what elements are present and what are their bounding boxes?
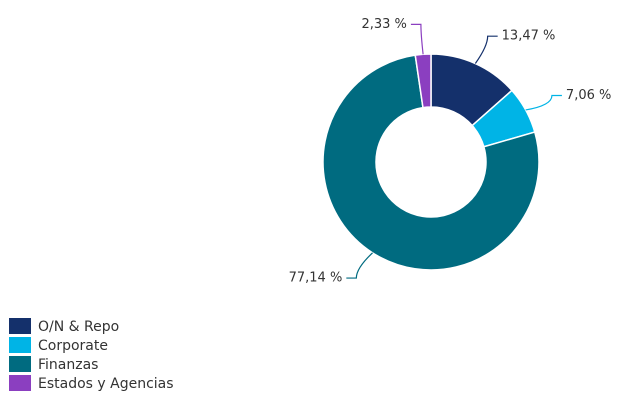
legend-label: Corporate <box>38 338 108 354</box>
legend-label: Estados y Agencias <box>38 376 174 392</box>
leader-line <box>346 252 373 279</box>
data-label: 2,33 % <box>361 17 406 32</box>
leader-line <box>525 94 562 111</box>
legend-swatch <box>9 337 31 353</box>
donut-segment <box>414 53 432 109</box>
legend-label: Finanzas <box>38 357 98 373</box>
leader-line <box>410 23 424 55</box>
legend-swatch <box>9 356 31 372</box>
legend-swatch <box>9 318 31 334</box>
data-label: 77,14 % <box>289 271 343 286</box>
legend-swatch <box>9 375 31 391</box>
data-label: 13,47 % <box>502 29 556 44</box>
donut-segment <box>322 54 540 271</box>
leader-line <box>474 35 498 64</box>
legend-label: O/N & Repo <box>38 319 119 335</box>
data-label: 7,06 % <box>566 88 611 103</box>
